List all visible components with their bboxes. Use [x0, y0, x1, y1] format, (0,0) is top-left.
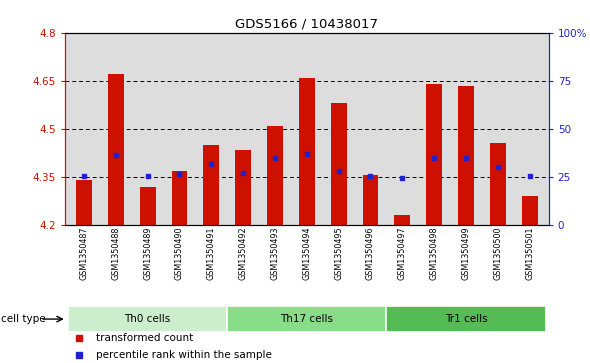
- Bar: [426, 84, 442, 225]
- Bar: [172, 171, 188, 225]
- Text: Th0 cells: Th0 cells: [124, 314, 171, 324]
- Text: Tr1 cells: Tr1 cells: [445, 314, 487, 324]
- Bar: [140, 187, 156, 225]
- Bar: [362, 175, 378, 225]
- Bar: [235, 150, 251, 225]
- Title: GDS5166 / 10438017: GDS5166 / 10438017: [235, 17, 378, 30]
- Bar: [204, 145, 219, 225]
- Bar: [394, 215, 410, 225]
- Bar: [386, 306, 546, 332]
- Bar: [267, 126, 283, 225]
- Bar: [522, 196, 537, 225]
- Bar: [458, 86, 474, 225]
- Text: cell type: cell type: [1, 314, 45, 324]
- Bar: [108, 74, 124, 225]
- Text: percentile rank within the sample: percentile rank within the sample: [96, 350, 272, 360]
- Bar: [299, 78, 314, 225]
- Text: Th17 cells: Th17 cells: [280, 314, 333, 324]
- Bar: [68, 306, 227, 332]
- Bar: [76, 180, 92, 225]
- Bar: [490, 143, 506, 225]
- Bar: [330, 103, 346, 225]
- Bar: [227, 306, 386, 332]
- Text: transformed count: transformed count: [96, 333, 194, 343]
